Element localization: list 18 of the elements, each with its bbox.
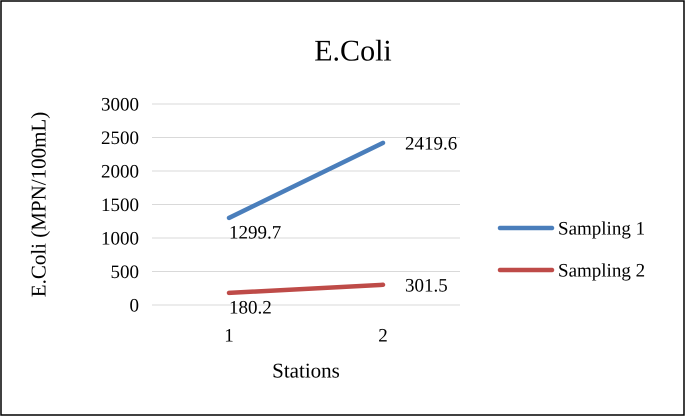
chart-title: E.Coli — [314, 34, 392, 68]
x-tick-label: 1 — [224, 326, 234, 347]
y-tick-label: 500 — [110, 262, 139, 284]
y-tick-label: 2000 — [101, 162, 139, 183]
legend-label: Sampling 1 — [558, 218, 646, 240]
x-tick-label: 2 — [378, 326, 388, 347]
y-tick-label: 0 — [130, 296, 139, 317]
data-label: 2419.6 — [405, 134, 458, 155]
y-tick-label: 1500 — [101, 195, 139, 216]
x-axis-title: Stations — [272, 358, 340, 382]
data-label: 180.2 — [229, 298, 272, 319]
y-tick-label: 2500 — [101, 128, 139, 150]
legend-label: Sampling 2 — [558, 260, 646, 282]
y-tick-label: 3000 — [101, 94, 139, 116]
data-label: 1299.7 — [229, 222, 282, 244]
y-axis-title: E.Coli (MPN/100mL) — [26, 112, 50, 298]
data-label: 301.5 — [405, 275, 448, 296]
y-tick-label: 1000 — [101, 228, 139, 250]
